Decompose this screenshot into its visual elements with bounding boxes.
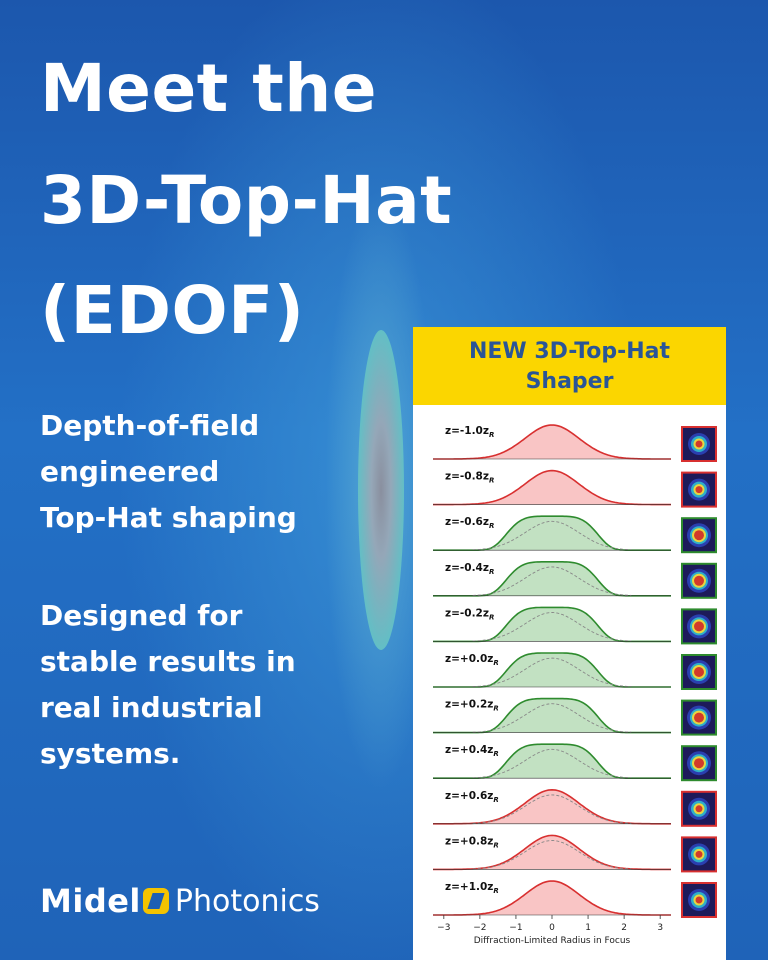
x-axis-label: Diffraction-Limited Radius in Focus [474, 936, 631, 946]
row-label-3: z=-0.4zR [445, 562, 494, 576]
x-tick-label-1: −2 [473, 923, 486, 933]
spot-ring-4-3 [694, 621, 704, 632]
profile-fill-9 [433, 835, 671, 870]
x-tick-label-6: 3 [657, 923, 663, 933]
row-label-10: z=+1.0zR [445, 881, 499, 895]
spot-frame-1 [681, 471, 717, 508]
headline-line-2: 3D-Top-Hat [40, 162, 453, 239]
profile-curve-10 [433, 880, 671, 916]
profile-panel: NEW 3D-Top-Hat Shaper z=-1.0zR z=-0.8zR z=… [413, 327, 726, 960]
logo-mark-icon [142, 888, 169, 914]
x-tick-label-0: −3 [437, 923, 450, 933]
row-label-6: z=+0.2zR [445, 699, 499, 713]
spot-ring-1-3 [695, 486, 703, 494]
spot-ring-5-3 [694, 667, 704, 677]
subtitle-line-5: stable results in [40, 645, 296, 678]
beam-profile-chart: z=-1.0zR z=-0.8zR z=-0.6zR z=-0.4zR z=-0.2zR… [433, 424, 717, 946]
subtitle-line-3: Top-Hat shaping [40, 501, 297, 534]
row-label-4: z=-0.2zR [445, 607, 494, 621]
spot-ring-3-3 [694, 575, 704, 586]
reference-curve-2 [472, 520, 632, 551]
row-label-7: z=+0.4zR [445, 744, 499, 758]
profile-fill-6 [433, 698, 671, 733]
reference-curve-6 [472, 703, 632, 733]
profile-fill-7 [433, 744, 671, 779]
reference-curve-4 [472, 612, 632, 642]
profile-fill-5 [433, 653, 671, 687]
profile-fill-2 [433, 516, 671, 551]
beam-glow [358, 330, 404, 650]
profile-curve-0 [433, 424, 671, 460]
x-tick-label-4: 1 [585, 923, 591, 933]
logo-brand: Midel [40, 882, 141, 920]
row-label-8: z=+0.6zR [445, 790, 499, 804]
x-tick-label-3: 0 [549, 923, 555, 933]
profile-curve-1 [433, 469, 671, 506]
x-tick-label-2: −1 [509, 923, 522, 933]
reference-curve-5 [472, 657, 632, 688]
subtitle-line-2: engineered [40, 455, 220, 488]
company-logo: Midel Photonics [40, 878, 320, 924]
x-tick-label-5: 2 [621, 923, 627, 933]
row-label-0: z=-1.0zR [445, 425, 494, 439]
spot-ring-10-3 [695, 896, 703, 904]
spot-ring-9-3 [695, 850, 703, 858]
reference-curve-9 [472, 840, 632, 870]
row-label-9: z=+0.8zR [445, 835, 499, 849]
profile-fill-10 [433, 881, 671, 915]
reference-curve-3 [472, 566, 632, 596]
row-label-5: z=+0.0zR [445, 653, 499, 667]
subtitle-line-7: systems. [40, 737, 181, 770]
panel-title-line-2: Shaper [525, 369, 614, 394]
spot-ring-2-3 [694, 530, 704, 541]
subtitle-line-1: Depth-of-field [40, 409, 260, 442]
panel-header: NEW 3D-Top-Hat Shaper [413, 327, 726, 405]
spot-ring-7-3 [694, 758, 704, 769]
reference-curve-8 [472, 794, 632, 824]
spot-ring-0-3 [695, 440, 703, 448]
subtitle-line-6: real industrial [40, 691, 263, 724]
logo-product: Photonics [174, 883, 320, 919]
spot-ring-8-3 [695, 805, 703, 813]
row-label-1: z=-0.8zR [445, 471, 494, 485]
profile-fill-8 [433, 789, 671, 824]
reference-curve-7 [472, 748, 632, 779]
subtitle-line-4: Designed for [40, 599, 243, 632]
profile-fill-3 [433, 561, 671, 596]
spot-frame-10 [681, 882, 717, 918]
spot-ring-6-3 [694, 712, 704, 723]
profile-fill-1 [433, 470, 671, 505]
profile-fill-4 [433, 607, 671, 642]
profile-fill-0 [433, 425, 671, 459]
headline-line-1: Meet the [40, 50, 378, 127]
row-label-2: z=-0.6zR [445, 516, 494, 530]
panel-title-line-1: NEW 3D-Top-Hat [468, 339, 671, 364]
headline-line-3: (EDOF) [40, 272, 305, 349]
